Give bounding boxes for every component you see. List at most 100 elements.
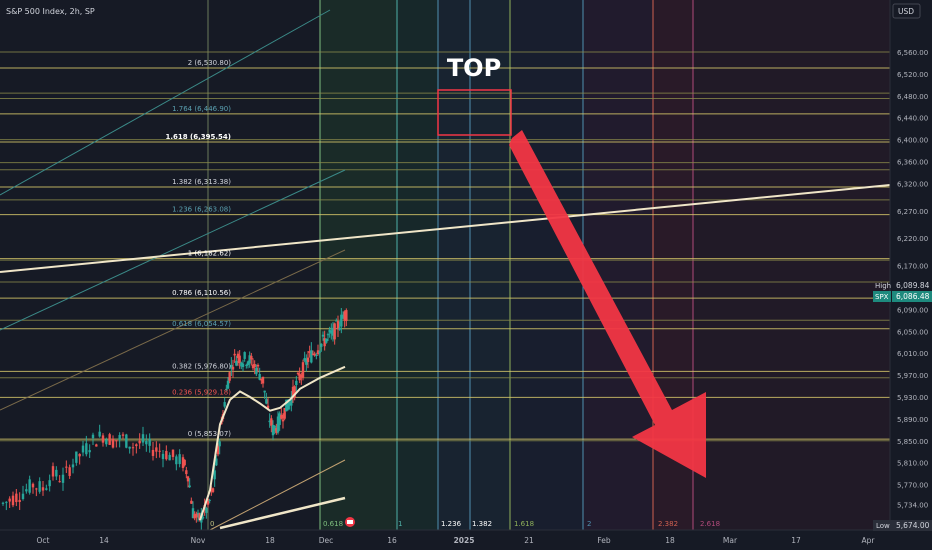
candle-body bbox=[185, 470, 188, 475]
price-tick-label: 5,734.00 bbox=[897, 501, 928, 509]
candle-body bbox=[161, 453, 165, 460]
candle-body bbox=[230, 364, 233, 369]
camera-icon[interactable] bbox=[345, 517, 355, 527]
candle-body bbox=[310, 350, 313, 363]
candle-body bbox=[226, 380, 230, 389]
candle-body bbox=[276, 416, 280, 433]
price-axis[interactable] bbox=[890, 0, 932, 550]
candle-body bbox=[261, 376, 265, 384]
candle-body bbox=[195, 513, 198, 518]
candle-body bbox=[260, 378, 263, 381]
time-fib-label: 2 bbox=[587, 520, 591, 528]
currency-button[interactable] bbox=[892, 3, 921, 19]
candle-body bbox=[11, 495, 15, 506]
fib-level-labels: 2 (6,530.80) 1.764 (6,446.90) 1.618 (6,395… bbox=[165, 59, 231, 438]
last-price-tag: SPX 6,086.48 bbox=[873, 291, 932, 302]
candle-body bbox=[155, 447, 158, 452]
candle-body bbox=[111, 438, 115, 448]
candle-body bbox=[266, 405, 270, 409]
time-fib-label: 1.236 bbox=[441, 520, 462, 528]
candle-body bbox=[31, 483, 35, 488]
time-tick-label: Dec bbox=[319, 536, 334, 545]
time-tick-label: 14 bbox=[99, 536, 109, 545]
candle-body bbox=[95, 444, 98, 447]
fib-level-label: 1 (6,182.62) bbox=[188, 250, 232, 258]
candle-body bbox=[201, 517, 205, 519]
candle-body bbox=[58, 481, 61, 483]
time-fib-label: 1.618 bbox=[514, 520, 534, 528]
time-axis-ticks: Oct 14 Nov 18 Dec 16 2025 21 Feb 18 Mar 17 Apr bbox=[37, 536, 876, 545]
candle-body bbox=[246, 361, 250, 365]
candle-body bbox=[25, 489, 28, 492]
candle-body bbox=[345, 310, 348, 321]
time-tick-label: Oct bbox=[37, 536, 50, 545]
low-tag: Low 5,674.00 bbox=[873, 520, 932, 531]
candle-body bbox=[105, 439, 108, 445]
candle-body bbox=[208, 499, 211, 501]
candle-body bbox=[241, 363, 245, 368]
fib-level-label: 0.786 (6,110.56) bbox=[172, 289, 231, 297]
candle-body bbox=[238, 355, 241, 364]
candle-body bbox=[168, 454, 171, 461]
high-tag: High 6,089.84 bbox=[875, 280, 932, 291]
candle-body bbox=[233, 353, 236, 356]
candle-body bbox=[291, 386, 295, 398]
candle-body bbox=[118, 435, 121, 440]
price-tick-label: 5,770.00 bbox=[897, 482, 928, 490]
high-tag-label: High bbox=[875, 282, 891, 290]
candle-body bbox=[278, 413, 281, 425]
candle-body bbox=[311, 353, 315, 355]
price-tick-label: 5,810.00 bbox=[897, 460, 928, 468]
price-tick-label: 6,520.00 bbox=[897, 71, 928, 79]
candle-body bbox=[270, 418, 273, 426]
down-arrow[interactable] bbox=[509, 130, 706, 478]
candle-body bbox=[306, 357, 310, 362]
time-tick-label: 18 bbox=[665, 536, 675, 545]
chart-title: S&P 500 Index, 2h, SP bbox=[6, 7, 95, 16]
band-3 bbox=[438, 0, 510, 530]
fib-level-label: 0.382 (5,976.80) bbox=[172, 362, 231, 370]
long-trend-line bbox=[0, 184, 891, 273]
candle-body bbox=[281, 419, 285, 422]
candle-body bbox=[296, 372, 300, 375]
candle-body bbox=[15, 493, 18, 503]
candle-body bbox=[175, 456, 178, 465]
time-tick-label: 16 bbox=[387, 536, 397, 545]
candle-body bbox=[338, 327, 341, 330]
candle-body bbox=[151, 449, 155, 456]
candle-body bbox=[108, 434, 111, 445]
time-axis[interactable] bbox=[0, 530, 890, 550]
candle-body bbox=[340, 314, 343, 327]
candle-body bbox=[211, 488, 215, 492]
candle-body bbox=[28, 479, 31, 493]
time-fib-labels: 0 0.618 1 1.236 1.382 1.618 2 2.382 2.618 bbox=[210, 520, 720, 528]
candle-body bbox=[323, 338, 326, 347]
price-tick-label: 6,480.00 bbox=[897, 93, 928, 101]
candle-body bbox=[258, 374, 261, 380]
candle-body bbox=[248, 355, 251, 364]
band-2 bbox=[397, 0, 438, 530]
candle-body bbox=[213, 470, 216, 480]
candle-body bbox=[65, 466, 68, 468]
candle-body bbox=[321, 334, 325, 337]
time-tick-label: 2025 bbox=[454, 536, 475, 545]
candle-body bbox=[18, 499, 21, 503]
candle-body bbox=[125, 434, 128, 448]
price-tick-label: 6,220.00 bbox=[897, 235, 928, 243]
top-zone-box[interactable] bbox=[437, 89, 512, 136]
candle-body bbox=[320, 343, 323, 347]
candle-body bbox=[91, 434, 95, 439]
candle-body bbox=[308, 351, 311, 353]
low-value-box bbox=[892, 520, 932, 531]
price-tick-label: 6,010.00 bbox=[897, 350, 928, 358]
candle-body bbox=[51, 466, 55, 477]
candle-body bbox=[300, 375, 303, 378]
candle-body bbox=[101, 435, 105, 443]
high-value: 6,089.84 bbox=[896, 281, 930, 290]
low-value: 5,674.00 bbox=[896, 521, 930, 530]
fib-level-label: 1.382 (6,313.38) bbox=[172, 178, 231, 186]
price-tick-label: 6,400.00 bbox=[897, 137, 928, 145]
high-value-box bbox=[892, 280, 932, 291]
